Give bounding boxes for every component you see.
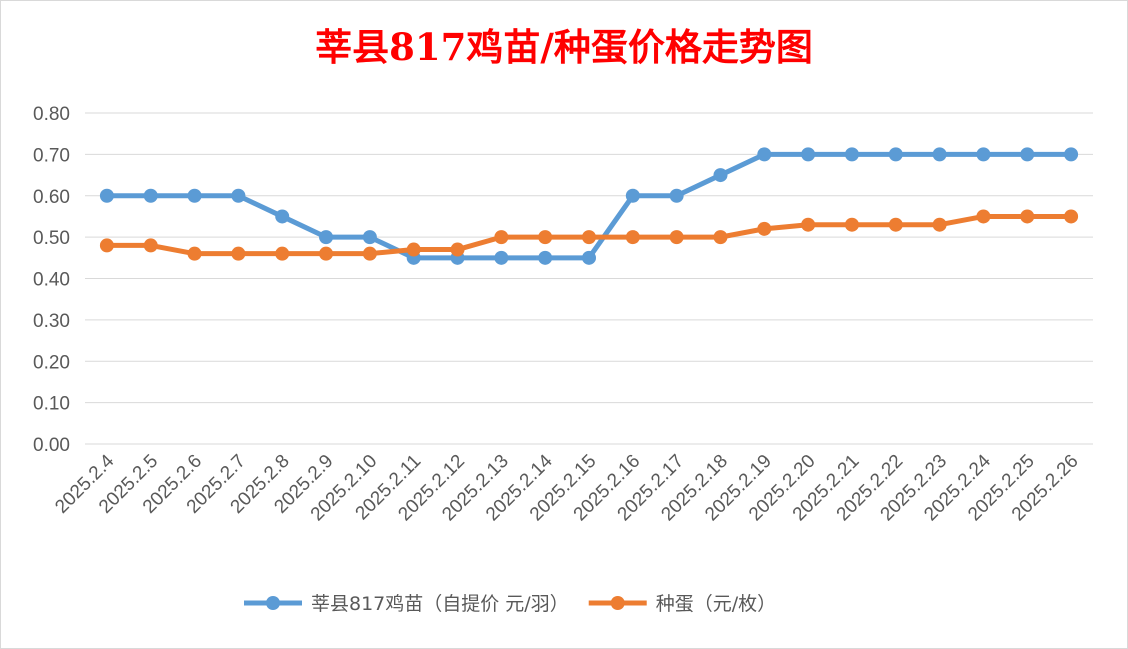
data-point bbox=[844, 147, 859, 162]
data-point bbox=[801, 217, 816, 232]
data-point bbox=[319, 230, 334, 245]
series-1 bbox=[99, 147, 1079, 265]
legend-marker bbox=[610, 596, 625, 610]
data-point bbox=[1064, 147, 1079, 162]
legend-label: 种蛋（元/枚） bbox=[656, 593, 776, 615]
x-axis-ticks: 2025.2.42025.2.52025.2.62025.2.72025.2.8… bbox=[51, 450, 1082, 525]
data-point bbox=[932, 147, 947, 162]
y-axis-ticks: 0.00 0.10 0.20 0.30 0.40 0.50 0.60 0.70 0.80 bbox=[33, 104, 70, 456]
data-point bbox=[319, 246, 334, 261]
data-point bbox=[143, 238, 158, 253]
data-point bbox=[143, 188, 158, 203]
data-point bbox=[801, 147, 816, 162]
data-point bbox=[1064, 209, 1079, 224]
data-point bbox=[275, 246, 290, 261]
data-point bbox=[669, 230, 684, 245]
data-point bbox=[450, 242, 465, 257]
data-point bbox=[582, 250, 596, 265]
data-point bbox=[362, 246, 377, 261]
data-point bbox=[187, 188, 202, 203]
legend-item: 种蛋（元/枚） bbox=[588, 593, 776, 615]
gridlines bbox=[85, 112, 1093, 445]
data-point bbox=[976, 147, 991, 162]
data-point bbox=[1020, 209, 1035, 224]
data-point bbox=[932, 217, 947, 232]
legend-marker bbox=[266, 596, 280, 610]
y-tick-label: 0.70 bbox=[33, 145, 70, 166]
data-point bbox=[231, 188, 246, 203]
y-tick-label: 0.00 bbox=[33, 435, 70, 456]
y-tick-label: 0.50 bbox=[33, 228, 70, 249]
y-tick-label: 0.30 bbox=[33, 311, 70, 332]
data-point bbox=[538, 250, 553, 265]
series-2 bbox=[99, 209, 1079, 261]
data-point bbox=[625, 230, 640, 245]
data-point bbox=[1020, 147, 1035, 162]
data-point bbox=[713, 230, 728, 245]
y-tick-label: 0.20 bbox=[33, 352, 70, 373]
data-point bbox=[713, 168, 728, 183]
data-point bbox=[888, 147, 903, 162]
series-lines bbox=[99, 147, 1079, 265]
data-point bbox=[844, 217, 859, 232]
y-tick-label: 0.40 bbox=[33, 270, 70, 291]
data-point bbox=[669, 188, 684, 203]
data-point bbox=[187, 246, 202, 261]
data-point bbox=[538, 230, 553, 245]
legend: 莘县817鸡苗（自提价 元/羽） 种蛋（元/枚） bbox=[244, 593, 776, 615]
data-point bbox=[362, 230, 377, 245]
y-tick-label: 0.60 bbox=[33, 187, 70, 208]
y-tick-label: 0.80 bbox=[33, 104, 70, 125]
y-tick-label: 0.10 bbox=[33, 394, 70, 415]
data-point bbox=[757, 147, 772, 162]
data-point bbox=[231, 246, 246, 261]
data-point bbox=[625, 188, 640, 203]
data-point bbox=[494, 250, 509, 265]
chart-title: 莘县817鸡苗/种蛋价格走势图 bbox=[315, 25, 813, 69]
data-point bbox=[99, 188, 114, 203]
data-point bbox=[582, 230, 596, 245]
legend-item: 莘县817鸡苗（自提价 元/羽） bbox=[244, 593, 569, 615]
data-point bbox=[888, 217, 903, 232]
data-point bbox=[494, 230, 509, 245]
data-point bbox=[406, 242, 421, 257]
data-point bbox=[99, 238, 114, 253]
data-point bbox=[757, 221, 772, 236]
data-point bbox=[275, 209, 290, 224]
legend-label: 莘县817鸡苗（自提价 元/羽） bbox=[311, 593, 569, 615]
data-point bbox=[976, 209, 991, 224]
